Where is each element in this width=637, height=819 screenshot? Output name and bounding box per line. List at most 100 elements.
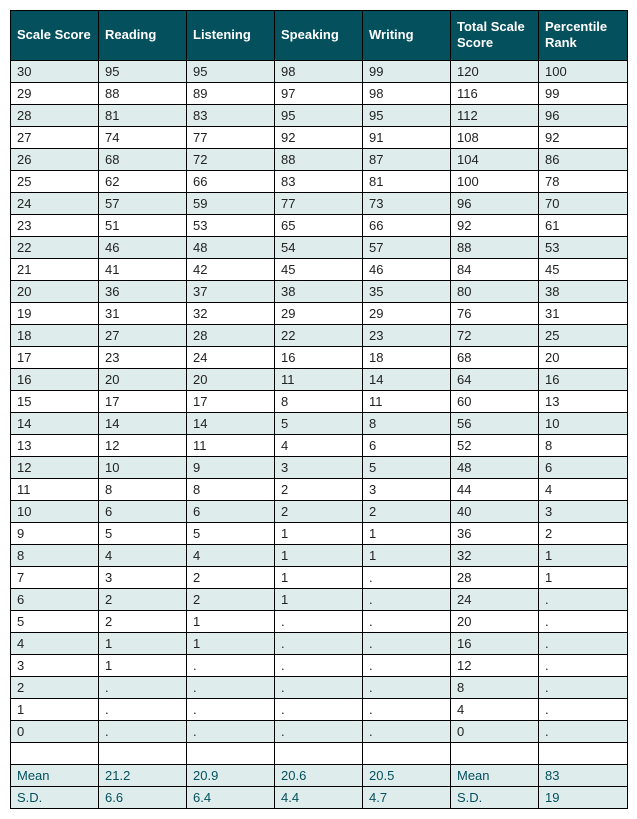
- cell: 76: [451, 302, 539, 324]
- cell: 2: [275, 478, 363, 500]
- cell: .: [539, 632, 628, 654]
- cell: 7: [11, 566, 99, 588]
- cell: 98: [363, 82, 451, 104]
- cell: 6.4: [187, 786, 275, 808]
- cell: 20.9: [187, 764, 275, 786]
- cell: 116: [451, 82, 539, 104]
- cell: 24: [451, 588, 539, 610]
- cell: 31: [539, 302, 628, 324]
- cell: 56: [451, 412, 539, 434]
- col-header-reading: Reading: [99, 11, 187, 61]
- cell: S.D.: [11, 786, 99, 808]
- cell: 23: [11, 214, 99, 236]
- cell: 25: [539, 324, 628, 346]
- cell: 14: [363, 368, 451, 390]
- cell: 37: [187, 280, 275, 302]
- cell: 8: [539, 434, 628, 456]
- cell: .: [539, 654, 628, 676]
- cell: 13: [539, 390, 628, 412]
- table-row: 16202011146416: [11, 368, 628, 390]
- cell: 20: [11, 280, 99, 302]
- cell: 4.7: [363, 786, 451, 808]
- cell: 38: [275, 280, 363, 302]
- cell: 23: [99, 346, 187, 368]
- cell: [11, 742, 99, 764]
- cell: .: [99, 698, 187, 720]
- cell: 1: [11, 698, 99, 720]
- table-row: 266872888710486: [11, 148, 628, 170]
- cell: 45: [539, 258, 628, 280]
- cell: 2: [187, 588, 275, 610]
- cell: 78: [539, 170, 628, 192]
- cell: 99: [363, 60, 451, 82]
- cell: 59: [187, 192, 275, 214]
- table-row: 84411321: [11, 544, 628, 566]
- cell: 45: [275, 258, 363, 280]
- cell: 2: [275, 500, 363, 522]
- cell: 12: [99, 434, 187, 456]
- table-row: 298889979811699: [11, 82, 628, 104]
- cell: .: [539, 610, 628, 632]
- table-row: 1517178116013: [11, 390, 628, 412]
- cell: 1: [539, 566, 628, 588]
- cell: 3: [363, 478, 451, 500]
- cell: .: [363, 654, 451, 676]
- cell: 1: [363, 522, 451, 544]
- cell: 16: [539, 368, 628, 390]
- col-header-speaking: Speaking: [275, 11, 363, 61]
- cell: 68: [451, 346, 539, 368]
- cell: Mean: [451, 764, 539, 786]
- cell: 17: [99, 390, 187, 412]
- cell: 6.6: [99, 786, 187, 808]
- cell: 32: [187, 302, 275, 324]
- cell: .: [539, 720, 628, 742]
- table-row: 1210935486: [11, 456, 628, 478]
- cell: 21: [11, 258, 99, 280]
- cell: 28: [187, 324, 275, 346]
- cell: 91: [363, 126, 451, 148]
- cell: 54: [275, 236, 363, 258]
- cell: 73: [363, 192, 451, 214]
- cell: 12: [11, 456, 99, 478]
- cell: 8: [187, 478, 275, 500]
- cell: .: [99, 676, 187, 698]
- cell: 66: [363, 214, 451, 236]
- cell: .: [275, 698, 363, 720]
- col-header-percentile-rank: Percentile Rank: [539, 11, 628, 61]
- cell: 20: [99, 368, 187, 390]
- cell: 88: [275, 148, 363, 170]
- table-row: 3095959899120100: [11, 60, 628, 82]
- cell: 29: [11, 82, 99, 104]
- cell: 2: [99, 610, 187, 632]
- cell: 1: [275, 522, 363, 544]
- cell: 3: [539, 500, 628, 522]
- cell: 14: [99, 412, 187, 434]
- cell: 2: [539, 522, 628, 544]
- cell: 31: [99, 302, 187, 324]
- cell: 20: [187, 368, 275, 390]
- table-row: 0....0.: [11, 720, 628, 742]
- cell: .: [275, 632, 363, 654]
- cell: [275, 742, 363, 764]
- cell: 8: [451, 676, 539, 698]
- cell: 35: [363, 280, 451, 302]
- cell: .: [275, 654, 363, 676]
- cell: 5: [363, 456, 451, 478]
- cell: 20: [539, 346, 628, 368]
- cell: 81: [363, 170, 451, 192]
- cell: 46: [363, 258, 451, 280]
- cell: 21.2: [99, 764, 187, 786]
- table-row: 1....4.: [11, 698, 628, 720]
- cell: 36: [99, 280, 187, 302]
- table-row: 411..16.: [11, 632, 628, 654]
- score-table: Scale Score Reading Listening Speaking W…: [10, 10, 628, 809]
- cell: 5: [11, 610, 99, 632]
- cell: 13: [11, 434, 99, 456]
- cell: Mean: [11, 764, 99, 786]
- cell: 11: [11, 478, 99, 500]
- cell: 29: [363, 302, 451, 324]
- col-header-listening: Listening: [187, 11, 275, 61]
- cell: .: [99, 720, 187, 742]
- cell: 83: [187, 104, 275, 126]
- cell: 8: [11, 544, 99, 566]
